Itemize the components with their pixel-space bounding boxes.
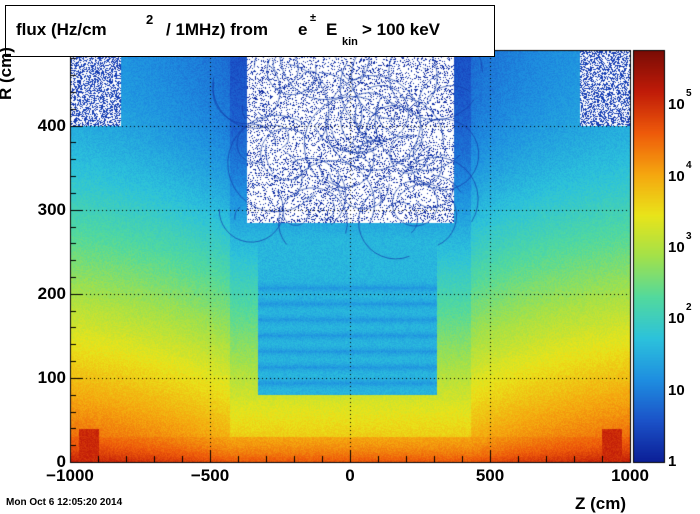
- colorbar-tick-exponent: 2: [686, 302, 692, 314]
- title-energy-symbol: E: [326, 20, 338, 39]
- title-part2: / 1MHz) from: [166, 20, 268, 39]
- x-tick-label: 1000: [611, 466, 649, 485]
- y-tick-label: 200: [37, 283, 66, 303]
- x-tick-label: 500: [475, 466, 505, 485]
- colorbar-tick-exponent: 3: [686, 231, 692, 243]
- colorbar-tick-label: 10: [668, 381, 685, 399]
- title-part1: flux (Hz/cm: [16, 20, 107, 39]
- y-tick-label: 100: [37, 367, 66, 387]
- y-tick-label: 0: [56, 452, 66, 471]
- title-energy-sub: kin: [342, 36, 358, 48]
- colorbar-tick-label: 10: [668, 239, 685, 257]
- colorbar-tick-label: 10: [668, 96, 685, 114]
- x-tick-label: −1000: [46, 466, 94, 485]
- y-tick-label: 400: [37, 115, 66, 135]
- x-tick-label: 0: [345, 466, 355, 485]
- title-particle-sup: ±: [310, 12, 317, 24]
- title-exponent: 2: [146, 12, 154, 27]
- y-tick-label: 300: [37, 199, 66, 219]
- chart-title: flux (Hz/cm 2 / 1MHz) from e ± E kin > 1…: [5, 5, 495, 57]
- colorbar-tick-exponent: 4: [686, 159, 692, 171]
- timestamp: Mon Oct 6 12:05:20 2014: [6, 497, 123, 508]
- colorbar-tick-label: 10: [668, 167, 685, 185]
- x-tick-label: −500: [190, 466, 230, 485]
- title-particle: e: [298, 20, 308, 39]
- colorbar-tick-label: 1: [668, 453, 677, 470]
- x-axis-label: Z (cm): [575, 494, 626, 513]
- colorbar-tick-label: 10: [668, 310, 685, 328]
- y-axis-label: R (cm): [0, 47, 15, 100]
- colorbar-tick-exponent: 5: [686, 88, 692, 100]
- title-tail: > 100 keV: [362, 20, 440, 39]
